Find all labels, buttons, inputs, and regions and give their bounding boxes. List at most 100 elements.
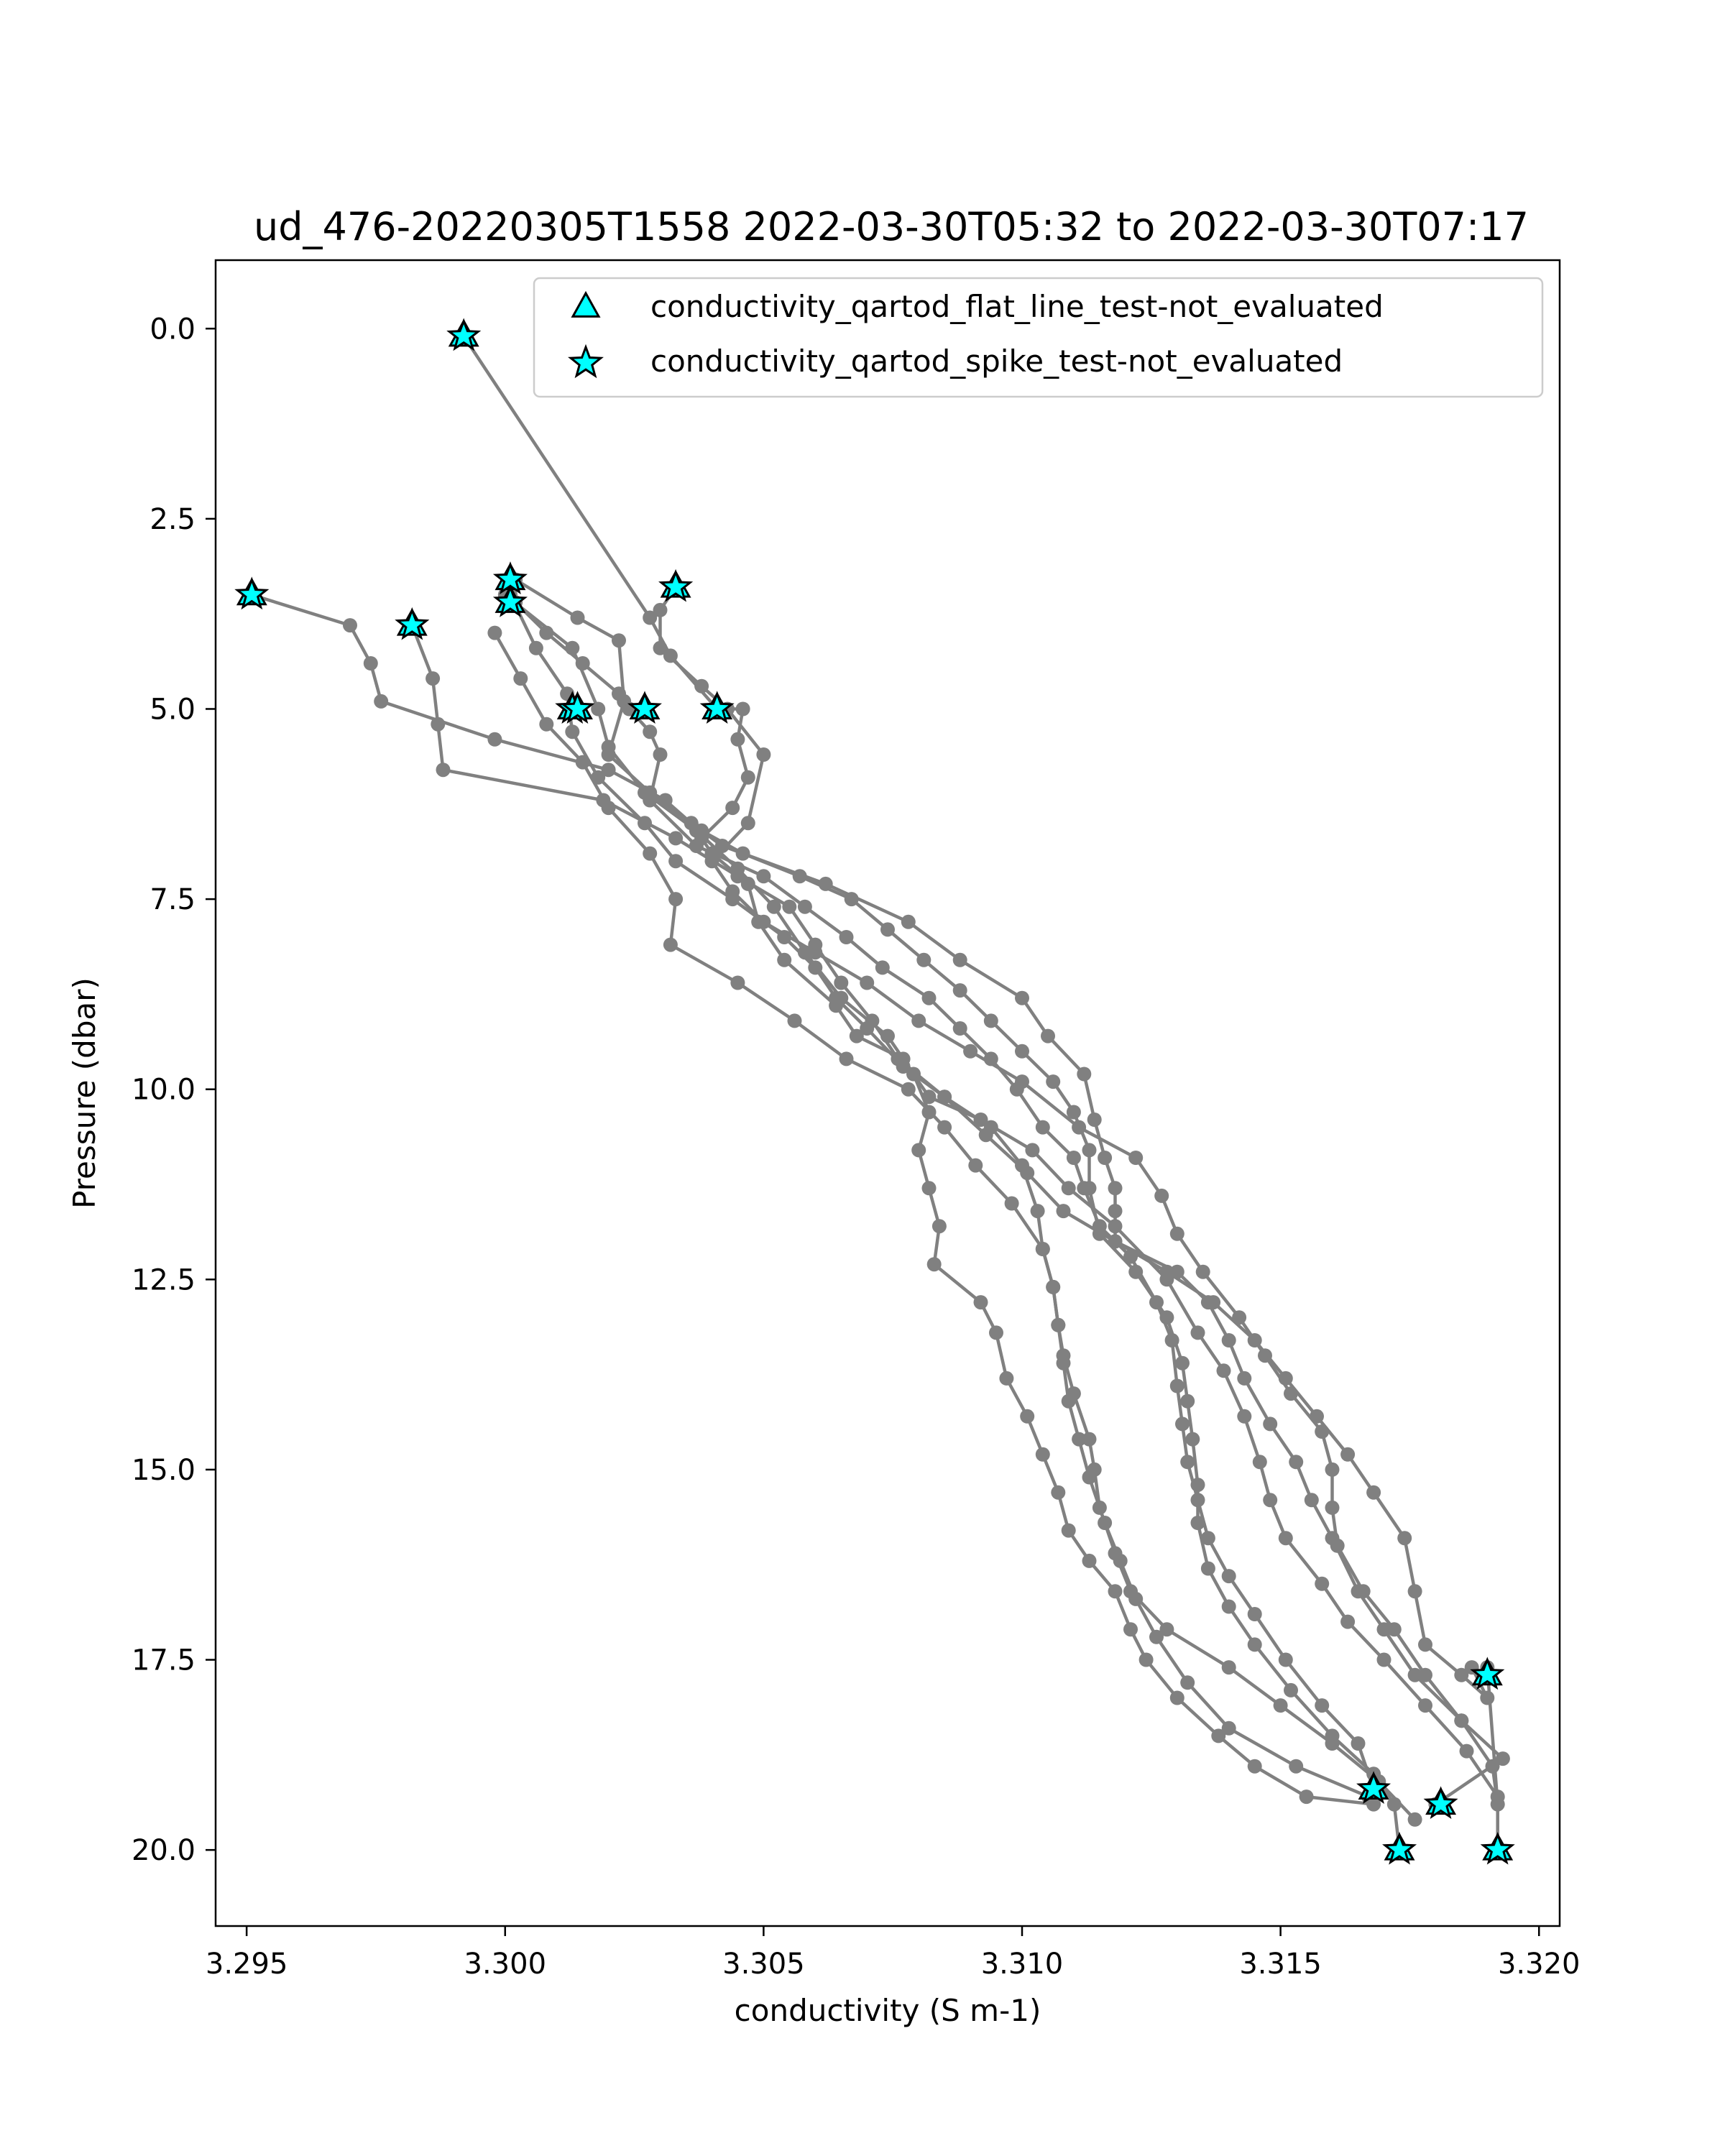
data-point	[1221, 1720, 1236, 1736]
data-point	[1082, 1143, 1097, 1158]
data-point	[1386, 1622, 1402, 1637]
data-point	[1020, 1409, 1035, 1424]
data-point	[1108, 1204, 1123, 1219]
data-point	[1082, 1553, 1097, 1568]
data-point	[1247, 1637, 1262, 1652]
data-point	[1376, 1622, 1392, 1637]
x-tick-label: 3.310	[981, 1948, 1064, 1981]
data-point	[643, 846, 658, 861]
data-point	[1149, 1295, 1164, 1310]
spike-flag-marker	[446, 318, 482, 351]
data-point	[570, 610, 585, 625]
axis-layer: 3.295 3.300 3.305 3.310 3.315 3.320 0.0 2.5 5.0 7…	[132, 313, 1581, 1981]
data-point	[932, 1219, 947, 1234]
data-point	[730, 732, 745, 747]
data-point	[1180, 1675, 1195, 1690]
data-point	[782, 899, 797, 914]
data-point	[1211, 1728, 1226, 1743]
y-tick-label: 0.0	[150, 313, 196, 346]
data-point	[1123, 1622, 1138, 1637]
data-point	[911, 1013, 926, 1028]
data-point	[839, 1051, 854, 1067]
data-point	[689, 823, 704, 838]
y-axis-label: Pressure (dbar)	[67, 977, 102, 1209]
data-point	[601, 801, 616, 816]
spike-flag-marker	[492, 584, 528, 617]
data-point	[1310, 1409, 1324, 1424]
data-point	[1325, 1462, 1340, 1477]
data-point	[849, 1028, 864, 1044]
data-point	[1366, 1797, 1381, 1812]
data-point	[921, 1181, 937, 1196]
data-point	[735, 701, 750, 717]
data-point	[730, 861, 745, 876]
data-point	[1304, 1493, 1319, 1508]
x-tick-label: 3.315	[1239, 1948, 1322, 1981]
data-point	[740, 816, 755, 831]
data-point	[1340, 1614, 1356, 1629]
data-point	[1087, 1112, 1102, 1127]
data-point	[643, 724, 658, 740]
data-point	[983, 1013, 998, 1028]
data-point	[901, 1082, 916, 1097]
data-point	[1082, 1432, 1097, 1447]
data-point	[880, 1028, 895, 1044]
data-point	[1221, 1333, 1236, 1348]
data-point	[1315, 1698, 1330, 1713]
data-point	[591, 701, 606, 717]
data-point	[808, 937, 823, 952]
data-point	[1056, 1348, 1071, 1363]
data-point	[756, 747, 771, 762]
data-point	[1206, 1295, 1221, 1310]
data-point	[1035, 1120, 1050, 1135]
data-point	[1200, 1561, 1215, 1576]
data-point	[860, 975, 875, 990]
data-point	[528, 640, 543, 655]
data-point	[777, 930, 792, 944]
data-point	[1263, 1493, 1278, 1508]
data-point	[1138, 1652, 1154, 1667]
y-tick-label: 20.0	[132, 1834, 196, 1867]
data-point	[963, 1044, 978, 1059]
data-point	[487, 625, 502, 640]
data-point	[1485, 1759, 1500, 1774]
data-point	[653, 747, 668, 762]
data-point	[1061, 1523, 1076, 1538]
data-point	[601, 763, 616, 778]
data-point	[1030, 1204, 1045, 1219]
x-tick-label: 3.305	[722, 1948, 805, 1981]
legend-star-marker	[568, 344, 604, 379]
data-point	[1480, 1690, 1495, 1705]
data-point	[1418, 1667, 1432, 1682]
data-point	[937, 1120, 952, 1135]
data-point	[860, 1021, 875, 1036]
data-point	[766, 899, 781, 914]
data-point	[1407, 1812, 1422, 1827]
data-point	[1169, 1226, 1184, 1241]
data-point	[1108, 1546, 1123, 1561]
data-point	[1263, 1416, 1278, 1432]
data-point	[834, 975, 849, 990]
data-point	[1180, 1455, 1195, 1470]
data-point	[638, 816, 652, 831]
y-tick-label: 5.0	[150, 693, 196, 726]
data-point	[1190, 1493, 1205, 1508]
plot-frame	[214, 259, 1561, 1927]
data-point	[1185, 1432, 1200, 1447]
data-point	[612, 633, 626, 648]
data-point	[436, 763, 451, 778]
data-point	[1035, 1242, 1050, 1256]
spike-flag-marker	[560, 691, 595, 724]
legend-box	[533, 277, 1544, 398]
data-point	[363, 656, 378, 671]
data-point	[921, 1105, 937, 1120]
data-point	[1164, 1333, 1179, 1348]
data-point	[374, 694, 389, 709]
spike-flag-marker	[1356, 1771, 1392, 1804]
data-point	[1004, 1196, 1019, 1211]
data-point	[1015, 1158, 1029, 1173]
data-point	[1195, 1264, 1210, 1279]
data-point	[1123, 1584, 1138, 1599]
data-point	[1072, 1432, 1087, 1447]
